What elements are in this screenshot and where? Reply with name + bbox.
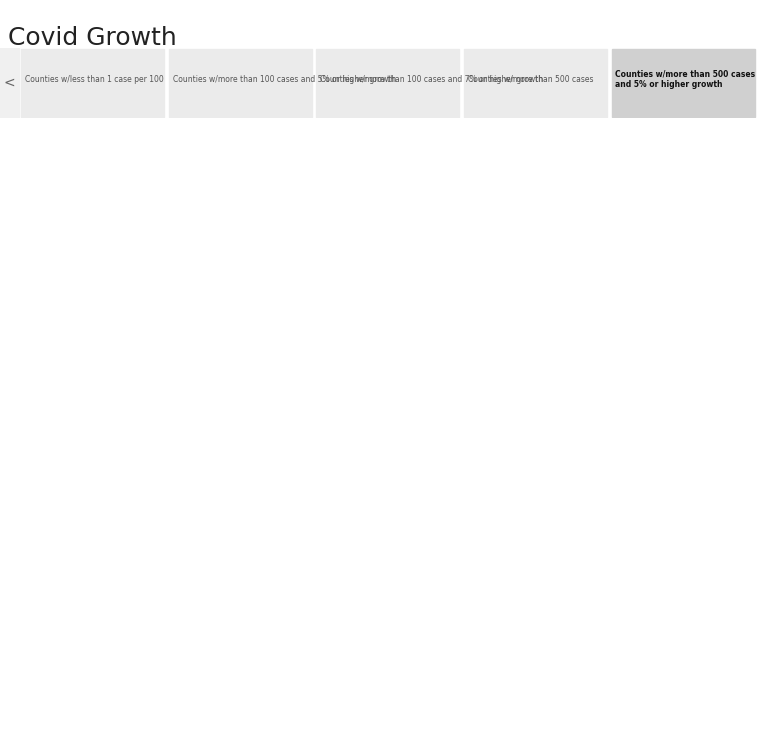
Text: Counties w/more than 500 cases and 5% or higher growth: Counties w/more than 500 cases and 5% or… bbox=[615, 70, 755, 89]
Text: Counties w/less than 1 case per 100: Counties w/less than 1 case per 100 bbox=[25, 75, 164, 84]
Bar bbox=[464, 49, 607, 116]
Text: Counties w/more than 100 cases and 7% or higher growth: Counties w/more than 100 cases and 7% or… bbox=[320, 75, 544, 84]
Bar bbox=[316, 49, 459, 116]
Bar bbox=[612, 49, 755, 116]
Text: <: < bbox=[3, 76, 15, 90]
Text: Counties w/more than 100 cases and 5% or higher growth: Counties w/more than 100 cases and 5% or… bbox=[173, 75, 396, 84]
Text: Counties w/more than 500 cases: Counties w/more than 500 cases bbox=[468, 75, 593, 84]
Text: Covid Growth: Covid Growth bbox=[8, 26, 176, 50]
Bar bbox=[169, 49, 312, 116]
Bar bbox=[21, 49, 164, 116]
Bar bbox=[0, 48, 19, 118]
